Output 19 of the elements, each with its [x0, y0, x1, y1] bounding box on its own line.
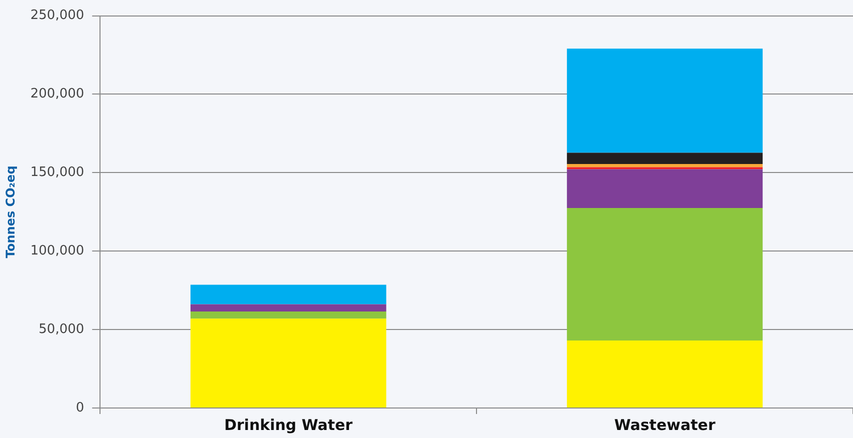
bar	[566, 48, 763, 153]
bar	[566, 208, 763, 341]
y-tick-label: 0	[76, 400, 84, 416]
x-tick-label: Wastewater	[614, 416, 716, 434]
bar	[566, 152, 763, 164]
y-tick-label: 200,000	[30, 86, 84, 102]
bar	[190, 284, 386, 304]
y-tick-label: 150,000	[30, 165, 84, 180]
bar	[190, 312, 386, 319]
y-tick-label: 50,000	[38, 322, 84, 337]
bar	[190, 318, 386, 408]
y-axis-title: Tonnes CO₂eq	[3, 166, 18, 258]
bar	[566, 164, 763, 168]
bar	[566, 340, 763, 408]
bar	[566, 169, 763, 208]
bar	[190, 304, 386, 312]
y-tick-label: 100,000	[30, 243, 84, 258]
y-tick-label: 250,000	[30, 8, 84, 24]
x-tick-label: Drinking Water	[224, 416, 354, 434]
